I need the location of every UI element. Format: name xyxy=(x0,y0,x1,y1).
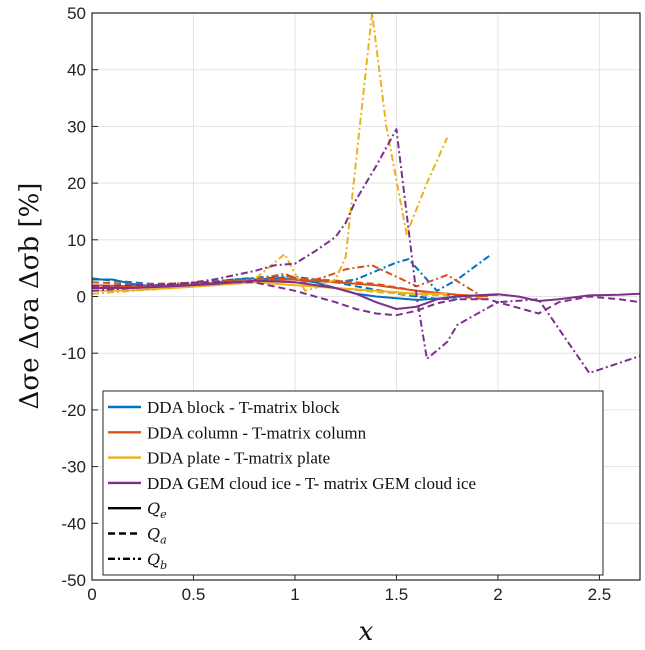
series-line-column-qe xyxy=(92,278,488,298)
series-line-gem-qb xyxy=(92,128,640,374)
x-tick-label: 2 xyxy=(493,585,502,604)
y-tick-label: 0 xyxy=(77,288,86,307)
y-tick-label: -20 xyxy=(61,401,86,420)
y-tick-label: -50 xyxy=(61,571,86,590)
y-tick-label: -10 xyxy=(61,344,86,363)
y-tick-label: 10 xyxy=(67,231,86,250)
legend-label: DDA column - T-matrix column xyxy=(147,423,367,442)
y-tick-label: 50 xyxy=(67,4,86,23)
y-tick-label: 30 xyxy=(67,117,86,136)
legend-label: DDA plate - T-matrix plate xyxy=(147,449,330,468)
y-tick-label: -30 xyxy=(61,458,86,477)
y-tick-label: 40 xyxy=(67,61,86,80)
x-tick-label: 1 xyxy=(290,585,299,604)
x-tick-label: 1.5 xyxy=(385,585,409,604)
x-axis-label: x xyxy=(359,617,374,647)
series-line-column-qb xyxy=(92,264,479,295)
legend-box xyxy=(102,390,604,576)
y-tick-label: 20 xyxy=(67,174,86,193)
legend-label: DDA block - T-matrix block xyxy=(147,398,340,417)
x-tick-label: 0 xyxy=(87,585,96,604)
axis-ticks: 0 0.5 1 1.5 2 2.5 -50 -40 -30 -20 -10 0 10 20 30 40 50 xyxy=(61,4,611,604)
series-group xyxy=(92,13,640,374)
x-tick-label: 2.5 xyxy=(588,585,612,604)
legend: DDA block - T-matrix block DDA column - T… xyxy=(102,390,604,576)
y-axis-label: Δσe Δσa Δσb [%] xyxy=(15,183,45,410)
x-tick-label: 0.5 xyxy=(182,585,206,604)
series-line-gem-qa xyxy=(92,281,640,317)
series-line-plate-qb xyxy=(92,13,449,295)
y-tick-label: -40 xyxy=(61,514,86,533)
legend-label: DDA GEM cloud ice - T- matrix GEM cloud … xyxy=(147,474,476,493)
